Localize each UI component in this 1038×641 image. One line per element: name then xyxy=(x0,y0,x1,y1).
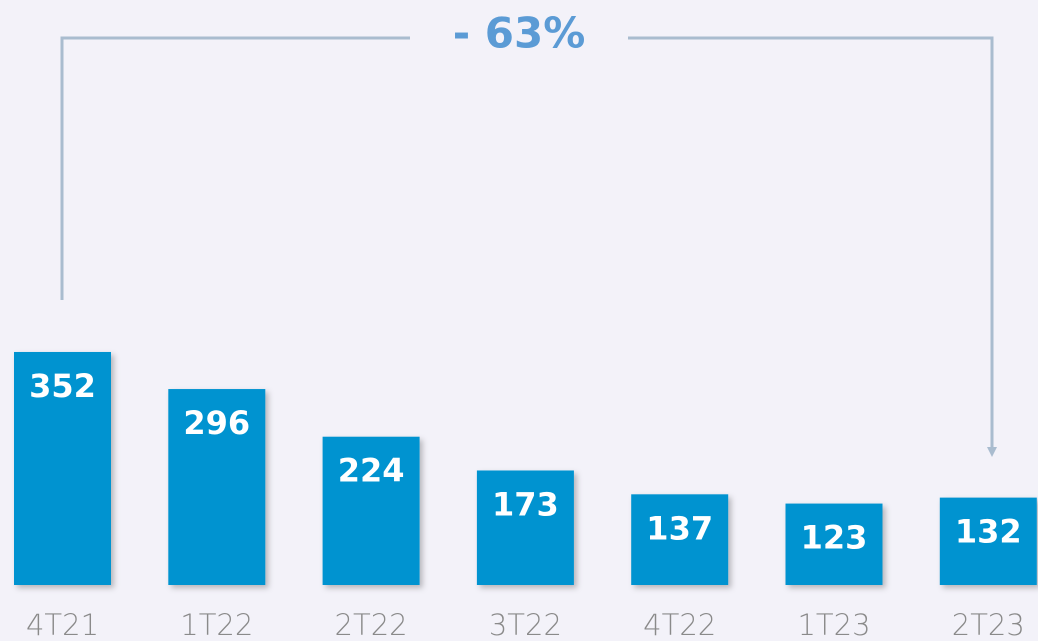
bar xyxy=(785,503,883,585)
value-label: 137 xyxy=(646,509,713,547)
x-tick-label: 4T22 xyxy=(643,608,716,641)
value-label: 352 xyxy=(29,367,96,405)
value-label: 132 xyxy=(955,513,1022,551)
bracket-right xyxy=(628,36,997,457)
bar xyxy=(322,436,420,585)
bar xyxy=(939,497,1037,585)
bar xyxy=(476,470,574,585)
bar xyxy=(14,351,111,585)
bar xyxy=(168,389,266,585)
bar xyxy=(631,494,729,585)
x-tick-label: 3T22 xyxy=(489,608,562,641)
x-tick-label: 2T22 xyxy=(335,608,408,641)
x-tick-label: 4T21 xyxy=(26,608,99,641)
value-label: 296 xyxy=(183,404,250,442)
x-tick-label: 1T22 xyxy=(180,608,253,641)
bracket-left xyxy=(60,36,410,300)
annotation: - 63% xyxy=(453,9,586,58)
x-tick-label: 1T23 xyxy=(797,608,870,641)
value-label: 224 xyxy=(338,452,405,490)
x-tick-label: 2T23 xyxy=(952,608,1025,641)
value-label: 173 xyxy=(492,485,559,523)
value-label: 123 xyxy=(801,519,868,557)
